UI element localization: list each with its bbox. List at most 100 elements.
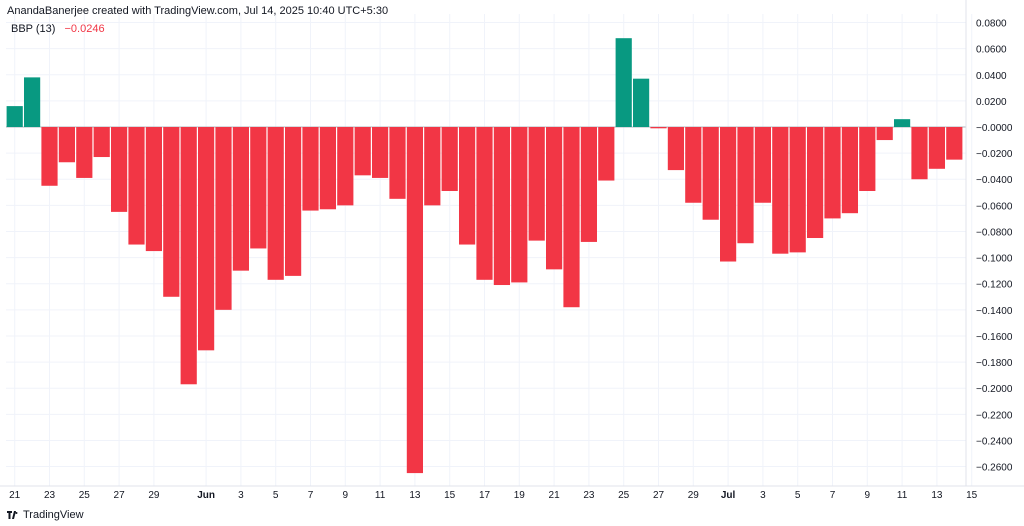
histogram-bar [145,127,162,252]
histogram-bar [511,127,528,283]
histogram-bar [250,127,267,249]
histogram-bar [894,119,911,127]
y-tick-label: −0.0600 [976,201,1013,212]
brand-name: TradingView [23,509,84,521]
x-tick-label: 9 [865,490,871,501]
histogram-bar [720,127,737,262]
histogram-bar [615,38,632,127]
y-tick-label: −0.2600 [976,463,1013,474]
histogram-bar [406,127,423,474]
histogram-bar [441,127,458,191]
histogram-bar [685,127,702,203]
x-tick-label: 27 [653,490,665,501]
y-tick-label: −0.1800 [976,358,1013,369]
x-tick-label: 29 [148,490,160,501]
x-tick-label: 13 [409,490,421,501]
x-tick-label: 7 [830,490,836,501]
histogram-bar [232,127,249,271]
histogram-bar [598,127,615,181]
histogram-bar [41,127,58,186]
histogram-bar [946,127,963,160]
histogram-bar [372,127,389,178]
x-tick-label: 27 [114,490,126,501]
price-axis: 0.0800 0.0600 0.0400 0.0200 −0.0000 −0.0200 −0… [965,0,1013,486]
histogram-bar [789,127,806,253]
x-tick-label: 29 [688,490,700,501]
histogram-bar [93,127,110,158]
histogram-bar [876,127,893,141]
x-tick-label: 5 [273,490,279,501]
x-tick-label: 15 [966,490,978,501]
bbp-histogram [6,38,963,474]
time-axis: 21 23 25 27 29 Jun 3 5 7 9 11 13 15 17 19 21 23 25 27 29 Jul… [0,485,1024,501]
x-tick-label: 9 [343,490,349,501]
histogram-bar [928,127,945,169]
histogram-bar [6,106,23,127]
x-tick-label: 21 [9,490,21,501]
indicator-legend[interactable]: BBP (13) −0.0246 [11,23,105,35]
histogram-bar [215,127,232,310]
x-tick-label: 3 [238,490,244,501]
histogram-bar [702,127,719,220]
y-tick-label: −0.2000 [976,384,1013,395]
y-tick-label: 0.0800 [976,19,1007,30]
histogram-bar [424,127,441,206]
histogram-bar [180,127,197,385]
x-tick-label: 11 [897,490,908,501]
x-tick-label: 15 [444,490,456,501]
histogram-bar [824,127,841,219]
x-tick-label: 7 [308,490,314,501]
x-tick-label: 25 [79,490,91,501]
histogram-bar [267,127,284,280]
x-tick-label: 3 [760,490,766,501]
histogram-bar [76,127,93,178]
histogram-bar [650,127,667,129]
histogram-bar [911,127,928,180]
histogram-bar [476,127,493,280]
y-tick-label: 0.0400 [976,71,1007,82]
histogram-bar [285,127,302,276]
histogram-bar [58,127,75,163]
histogram-bar [163,127,180,297]
histogram-bar [563,127,580,308]
y-tick-label: −0.1200 [976,280,1013,291]
y-tick-label: −0.0200 [976,149,1013,160]
histogram-bar [737,127,754,244]
y-tick-label: −0.2400 [976,436,1013,447]
indicator-name: BBP (13) [11,23,56,35]
histogram-bar [754,127,771,203]
histogram-bar [859,127,876,191]
x-tick-label: 23 [44,490,56,501]
histogram-bar [546,127,563,270]
histogram-bar [128,127,145,245]
histogram-bar [667,127,684,171]
chart-credit: AnandaBanerjee created with TradingView.… [7,5,389,17]
histogram-bar [493,127,510,286]
x-tick-label: Jul [721,490,736,501]
histogram-bar [302,127,319,211]
x-tick-label: 13 [931,490,943,501]
x-tick-label: 23 [583,490,595,501]
x-tick-label: 17 [479,490,491,501]
y-tick-label: −0.0800 [976,227,1013,238]
y-tick-label: 0.0600 [976,45,1007,56]
y-tick-label: −0.0400 [976,175,1013,186]
histogram-bar [389,127,406,199]
y-tick-label: 0.0200 [976,97,1007,108]
histogram-bar [354,127,371,176]
x-tick-label: 5 [795,490,801,501]
y-tick-label: −0.1400 [976,306,1013,317]
histogram-bar [319,127,336,210]
histogram-bar [198,127,215,351]
x-tick-label: 25 [618,490,630,501]
y-tick-label: −0.1000 [976,254,1013,265]
tradingview-brand[interactable]: TradingView [7,509,84,521]
y-tick-label: −0.2200 [976,410,1013,421]
histogram-bar [633,78,650,127]
y-tick-label: −0.0000 [976,123,1013,134]
indicator-value: −0.0246 [64,23,105,35]
y-tick-label: −0.1600 [976,332,1013,343]
histogram-bar [337,127,354,206]
histogram-bar [459,127,476,245]
